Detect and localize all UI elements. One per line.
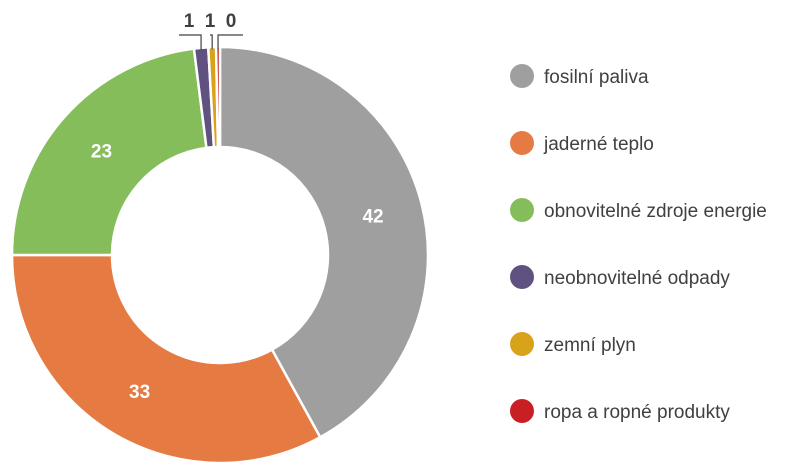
legend-label: obnovitelné zdroje energie [544, 201, 767, 222]
legend-item-ropa-a-ropne-produkty: ropa a ropné produkty [510, 399, 730, 423]
slice-label-neobnovitelne-odpady: 1 [184, 11, 195, 32]
legend: fosilní paliva jaderné teplo obnovitelné z… [510, 64, 767, 423]
legend-swatch [510, 399, 534, 423]
legend-item-fosilni-paliva: fosilní paliva [510, 64, 649, 88]
legend-item-jaderne-teplo: jaderné teplo [510, 131, 654, 155]
slice-ropa-a-ropne-produkty [214, 45, 222, 149]
leader-line-ropa-a-ropne-produkty [217, 34, 243, 50]
legend-swatch [510, 131, 534, 155]
slice-obnovitelne-zdroje-energie [10, 47, 208, 257]
leader-lines [179, 34, 243, 50]
legend-item-obnovitelne-zdroje-energie: obnovitelné zdroje energie [510, 198, 767, 222]
legend-swatch [510, 64, 534, 88]
legend-swatch [510, 332, 534, 356]
slice-label-jaderne-teplo: 33 [129, 382, 150, 403]
legend-label: zemní plyn [544, 335, 636, 356]
legend-label: neobnovitelné odpady [544, 268, 730, 289]
legend-item-zemni-plyn: zemní plyn [510, 332, 636, 356]
legend-label: jaderné teplo [543, 134, 654, 155]
leader-line-zemni-plyn [210, 34, 213, 50]
slice-label-fosilni-paliva: 42 [362, 207, 383, 228]
slice-jaderne-teplo [10, 253, 322, 465]
legend-label: ropa a ropné produkty [544, 402, 730, 423]
slice-label-zemni-plyn: 1 [205, 11, 216, 32]
slice-label-obnovitelne-zdroje-energie: 23 [91, 142, 112, 163]
legend-swatch [510, 265, 534, 289]
leader-line-neobnovitelne-odpady [179, 34, 202, 50]
slice-label-ropa-a-ropne-produkty: 0 [226, 11, 237, 32]
legend-item-neobnovitelne-odpady: neobnovitelné odpady [510, 265, 730, 289]
legend-label: fosilní paliva [544, 67, 649, 88]
slice-fosilni-paliva [218, 45, 430, 439]
legend-swatch [510, 198, 534, 222]
donut-slices [10, 45, 430, 465]
